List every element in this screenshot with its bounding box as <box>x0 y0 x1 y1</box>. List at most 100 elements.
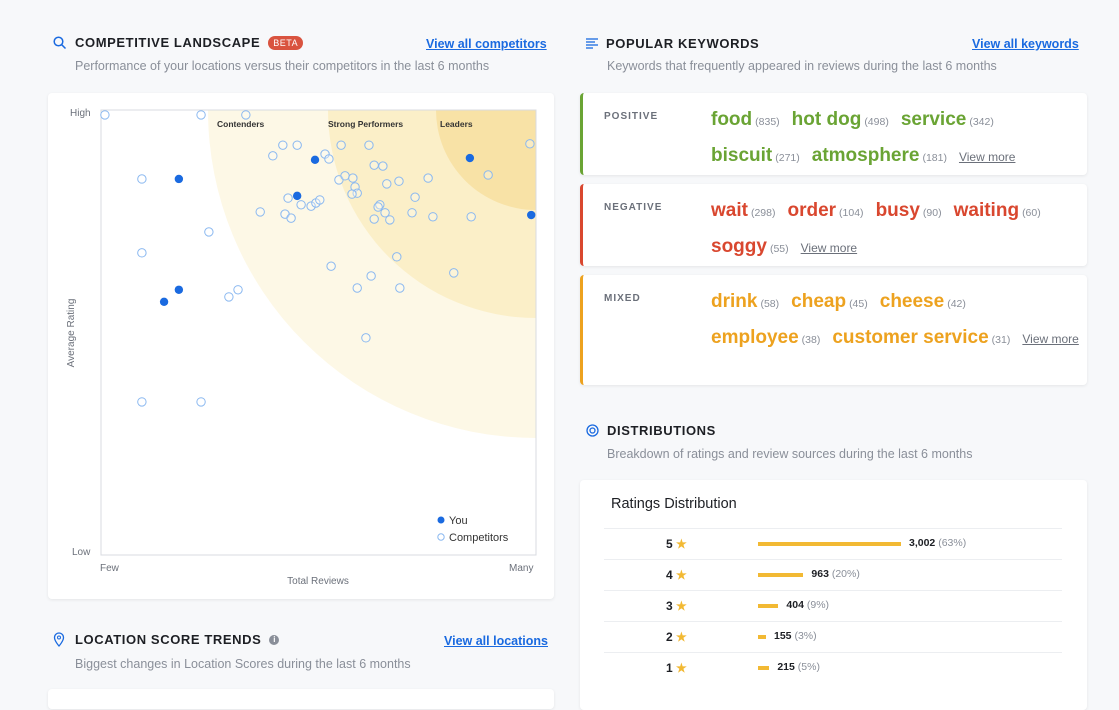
keyword[interactable]: cheese (42) <box>880 285 966 321</box>
competitor-point[interactable] <box>466 212 476 222</box>
keyword[interactable]: waiting (60) <box>954 194 1041 230</box>
competitor-point[interactable] <box>352 283 362 293</box>
competitor-point[interactable] <box>306 201 316 211</box>
keyword[interactable]: soggy (55) <box>711 230 789 266</box>
competitor-point[interactable] <box>278 140 288 150</box>
keyword[interactable]: employee (38) <box>711 321 820 357</box>
keyword[interactable]: order (104) <box>787 194 863 230</box>
competitor-point[interactable] <box>204 227 214 237</box>
competitor-point[interactable] <box>255 207 265 217</box>
competitor-point[interactable] <box>380 208 390 218</box>
keyword[interactable]: customer service (31) <box>832 321 1010 357</box>
rating-row: 3 ★ 404 (9%) <box>604 590 1062 621</box>
legend-competitors: Competitors <box>449 532 509 544</box>
you-point[interactable] <box>174 285 184 294</box>
competitor-point[interactable] <box>340 171 350 181</box>
competitor-point[interactable] <box>410 192 420 202</box>
keyword[interactable]: biscuit (271) <box>711 139 800 175</box>
view-more-link[interactable]: View more <box>800 241 858 255</box>
competitor-point[interactable] <box>283 193 293 203</box>
competitor-point[interactable] <box>361 333 371 343</box>
competitor-point[interactable] <box>369 214 379 224</box>
competitor-point[interactable] <box>347 189 357 199</box>
keyword-text: employee <box>711 327 799 348</box>
rating-percent: (3%) <box>794 630 817 642</box>
view-all-locations-link[interactable]: View all locations <box>444 634 548 648</box>
competitor-point[interactable] <box>394 176 404 186</box>
competitor-point[interactable] <box>385 215 395 225</box>
competitor-point[interactable] <box>292 140 302 150</box>
rating-bar <box>758 542 901 546</box>
competitor-point[interactable] <box>196 397 206 407</box>
section-title: COMPETITIVE LANDSCAPE <box>75 35 261 50</box>
rating-bar <box>758 666 770 670</box>
view-more-link[interactable]: View more <box>958 150 1016 164</box>
competitor-point[interactable] <box>100 110 110 120</box>
keyword-card-positive: POSITIVE food (835) hot dog (498) service (342… <box>580 93 1087 175</box>
competitor-point[interactable] <box>449 268 459 278</box>
view-more-link[interactable]: View more <box>1022 332 1079 346</box>
you-point[interactable] <box>292 191 302 201</box>
keyword[interactable]: cheap (45) <box>791 285 868 321</box>
section-title: DISTRIBUTIONS <box>607 423 716 438</box>
x-tick-many: Many <box>509 563 533 574</box>
legend-competitors-marker <box>437 533 445 541</box>
competitor-point[interactable] <box>378 161 388 171</box>
keyword[interactable]: atmosphere (181) <box>812 139 947 175</box>
keyword[interactable]: food (835) <box>711 103 780 139</box>
competitor-point[interactable] <box>268 151 278 161</box>
competitor-point[interactable] <box>296 200 306 210</box>
competitor-point[interactable] <box>382 179 392 189</box>
ratings-distribution-card: Ratings Distribution 5 ★ 3,002 (63%) 4 ★ … <box>580 480 1087 710</box>
competitor-point[interactable] <box>137 248 147 258</box>
competitor-point[interactable] <box>483 170 493 180</box>
star-count: 3 <box>666 599 673 613</box>
rating-count: 963 <box>811 568 829 580</box>
competitor-point[interactable] <box>428 212 438 222</box>
competitor-point[interactable] <box>241 110 251 120</box>
competitor-point[interactable] <box>233 285 243 295</box>
keyword[interactable]: busy (90) <box>876 194 942 230</box>
view-all-competitors-link[interactable]: View all competitors <box>426 37 547 51</box>
you-point[interactable] <box>527 210 536 220</box>
competitor-point[interactable] <box>525 139 535 149</box>
keyword[interactable]: service (342) <box>901 103 994 139</box>
competitor-point[interactable] <box>137 397 147 407</box>
you-point[interactable] <box>310 155 320 165</box>
you-point[interactable] <box>465 153 475 163</box>
info-icon[interactable]: i <box>269 634 280 645</box>
keyword[interactable]: wait (298) <box>711 194 775 230</box>
competitor-point[interactable] <box>196 110 206 120</box>
competitor-point[interactable] <box>373 202 383 212</box>
you-point[interactable] <box>174 174 184 184</box>
keyword-count: (90) <box>922 207 942 219</box>
keyword-text: soggy <box>711 236 767 257</box>
competitor-point[interactable] <box>315 195 325 205</box>
competitor-point[interactable] <box>423 173 433 183</box>
competitor-point[interactable] <box>369 160 379 170</box>
competitor-point[interactable] <box>366 271 376 281</box>
competitor-point[interactable] <box>137 174 147 184</box>
competitor-point[interactable] <box>286 213 296 223</box>
competitor-point[interactable] <box>324 154 334 164</box>
section-subtitle: Breakdown of ratings and review sources … <box>607 447 973 461</box>
star-count: 5 <box>666 537 673 551</box>
rating-count: 3,002 <box>909 537 936 549</box>
competitor-point[interactable] <box>395 283 405 293</box>
competitor-point[interactable] <box>348 173 358 183</box>
you-point[interactable] <box>159 297 169 306</box>
competitor-point[interactable] <box>407 208 417 218</box>
competitor-point[interactable] <box>364 140 374 150</box>
keyword[interactable]: drink (58) <box>711 285 779 321</box>
keyword-text: drink <box>711 291 758 312</box>
y-tick-low: Low <box>72 547 91 558</box>
keyword-card-mixed: MIXED drink (58) cheap (45) cheese (42) employe… <box>580 275 1087 385</box>
competitor-point[interactable] <box>326 261 336 271</box>
competitor-point[interactable] <box>224 292 234 302</box>
zone-leaders <box>436 110 536 210</box>
view-all-keywords-link[interactable]: View all keywords <box>972 37 1079 51</box>
competitor-point[interactable] <box>392 252 402 262</box>
keyword[interactable]: hot dog (498) <box>792 103 889 139</box>
x-tick-few: Few <box>100 563 120 574</box>
competitor-point[interactable] <box>336 140 346 150</box>
